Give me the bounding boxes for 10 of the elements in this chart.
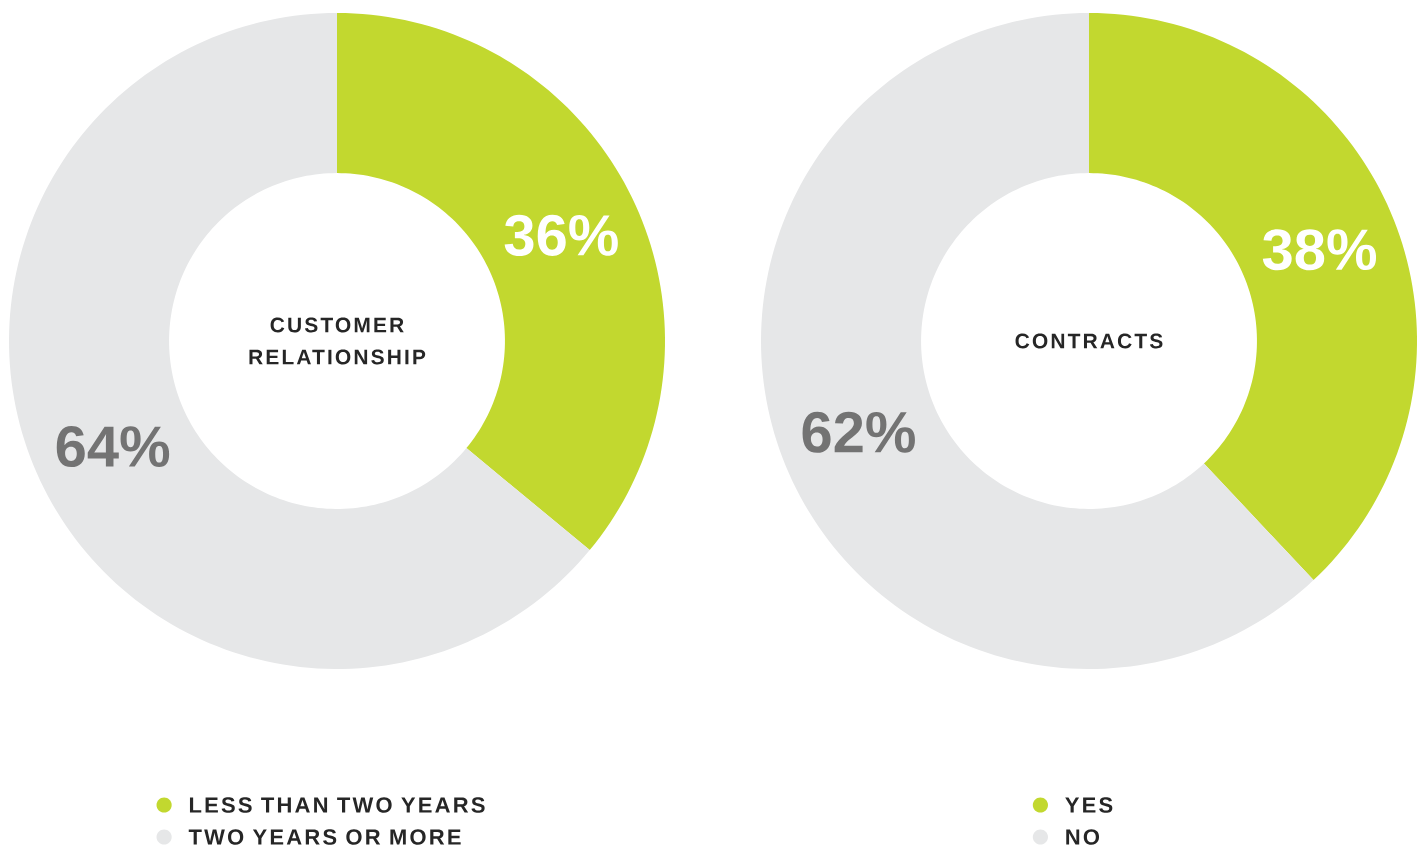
text: CUSTOMER RELATIONSHIP: [249, 317, 426, 365]
data-label: 62%: [802, 411, 915, 453]
legend-label: YES: [1065, 797, 1113, 813]
legend-label: NO: [1066, 829, 1100, 845]
data-label: 64%: [56, 426, 170, 468]
legend-label: LESS THAN TWO YEARS: [189, 797, 485, 813]
legend-label: TWO YEARS OR MORE: [188, 829, 461, 845]
data-label: 38%: [1262, 229, 1377, 271]
text: CONTRACTS: [1015, 333, 1163, 349]
data-label: 36%: [504, 214, 618, 257]
